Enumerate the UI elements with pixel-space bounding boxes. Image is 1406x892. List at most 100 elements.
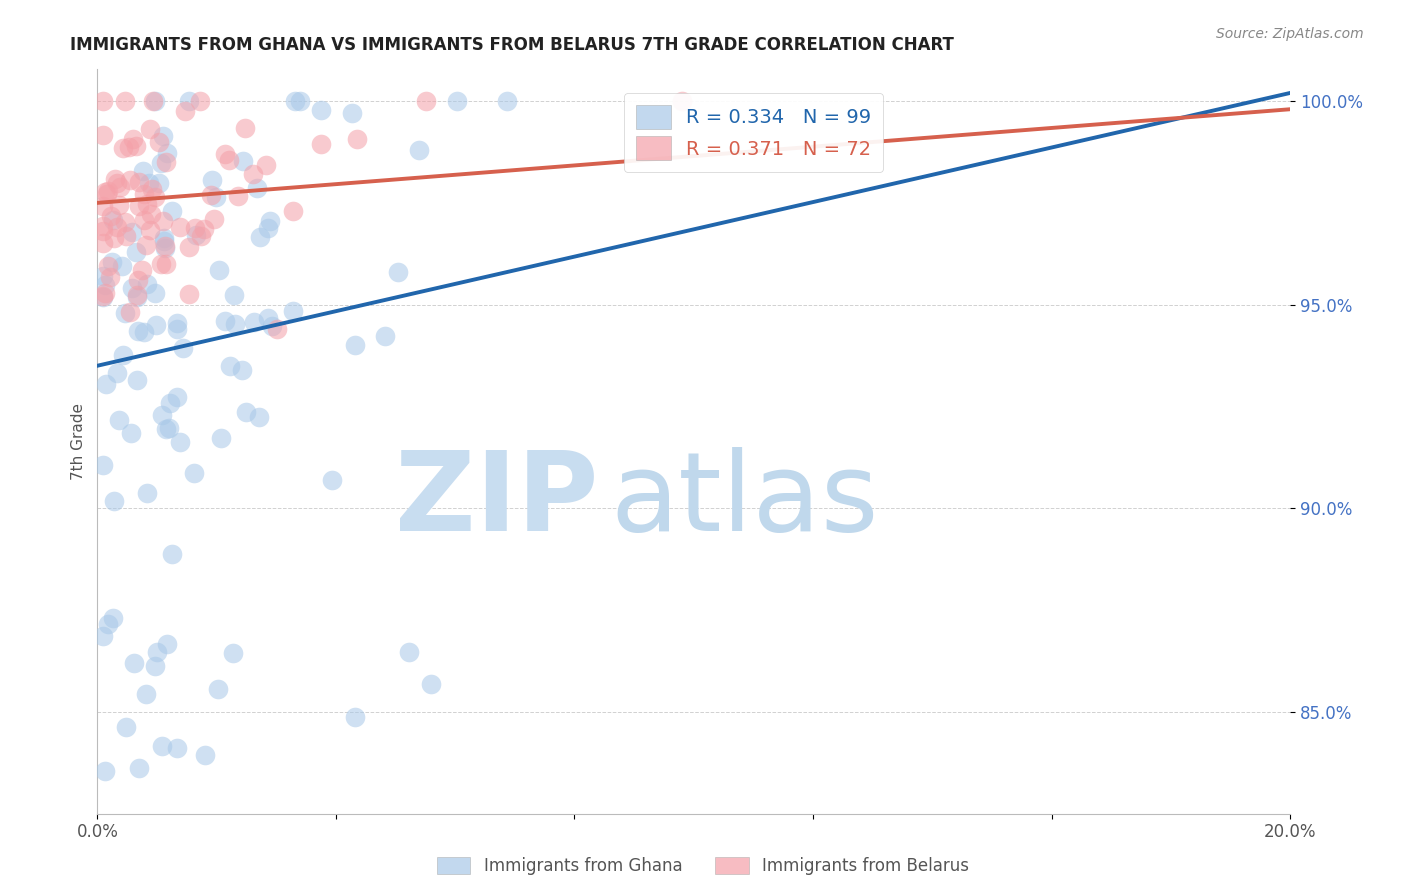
Point <box>309 136 332 151</box>
Point <box>98 270 121 285</box>
Point <box>153 231 176 245</box>
Point <box>179 287 201 301</box>
Point <box>94 185 117 199</box>
Point <box>155 155 177 169</box>
Point <box>202 211 225 226</box>
Point <box>143 286 166 301</box>
Point <box>91 269 114 284</box>
Point <box>257 311 280 326</box>
Point <box>91 290 114 304</box>
Point <box>233 120 256 135</box>
Point <box>166 740 188 755</box>
Point <box>103 230 125 244</box>
Point <box>112 348 135 362</box>
Point <box>246 181 269 195</box>
Text: IMMIGRANTS FROM GHANA VS IMMIGRANTS FROM BELARUS 7TH GRADE CORRELATION CHART: IMMIGRANTS FROM GHANA VS IMMIGRANTS FROM… <box>70 36 955 54</box>
Point <box>344 338 367 352</box>
Point <box>214 314 236 328</box>
Point <box>205 189 228 203</box>
Point <box>247 409 270 424</box>
Point <box>122 656 145 670</box>
Point <box>135 238 157 252</box>
Point <box>321 473 343 487</box>
Point <box>166 322 188 336</box>
Point <box>343 710 366 724</box>
Point <box>115 229 138 244</box>
Point <box>218 153 240 168</box>
Point <box>190 94 212 108</box>
Point <box>194 747 217 762</box>
Point <box>177 240 200 254</box>
Point <box>155 422 177 436</box>
Point <box>128 761 150 775</box>
Point <box>91 458 114 473</box>
Point <box>152 129 174 144</box>
Point <box>101 213 124 227</box>
Point <box>91 199 114 213</box>
Text: Source: ZipAtlas.com: Source: ZipAtlas.com <box>1216 27 1364 41</box>
Point <box>118 305 141 319</box>
Point <box>340 106 363 120</box>
Point <box>243 315 266 329</box>
Point <box>143 658 166 673</box>
Point <box>112 141 135 155</box>
Point <box>121 225 143 239</box>
Point <box>222 288 245 302</box>
Point <box>166 316 188 330</box>
Point <box>159 396 181 410</box>
Point <box>201 173 224 187</box>
Point <box>91 289 114 303</box>
Point <box>94 764 117 779</box>
Point <box>111 259 134 273</box>
Point <box>139 207 162 221</box>
Text: atlas: atlas <box>610 447 879 554</box>
Point <box>283 204 305 219</box>
Point <box>91 94 114 108</box>
Point <box>193 222 215 236</box>
Point <box>120 426 142 441</box>
Point <box>209 431 232 445</box>
Point <box>284 94 307 108</box>
Point <box>259 214 281 228</box>
Point <box>150 409 173 423</box>
Point <box>177 94 200 108</box>
Point <box>121 281 143 295</box>
Point <box>103 493 125 508</box>
Point <box>257 220 280 235</box>
Point <box>125 245 148 260</box>
Point <box>107 413 129 427</box>
Point <box>143 94 166 108</box>
Point <box>231 363 253 377</box>
Point <box>219 359 242 373</box>
Point <box>200 187 222 202</box>
Point <box>374 329 396 343</box>
Point <box>172 341 194 355</box>
Point <box>150 739 173 753</box>
Point <box>114 94 136 108</box>
Point <box>266 322 288 336</box>
Point <box>208 262 231 277</box>
Point <box>160 204 183 219</box>
Point <box>173 104 195 119</box>
Point <box>127 288 149 302</box>
Point <box>115 720 138 734</box>
Point <box>398 645 420 659</box>
Point <box>101 255 124 269</box>
Point <box>97 617 120 632</box>
Point <box>91 128 114 142</box>
Point <box>132 186 155 201</box>
Point <box>309 103 332 118</box>
Point <box>93 278 115 293</box>
Point <box>114 215 136 229</box>
Point <box>131 262 153 277</box>
Point <box>166 390 188 404</box>
Point <box>101 611 124 625</box>
Point <box>235 405 257 419</box>
Point <box>408 143 430 157</box>
Point <box>150 156 173 170</box>
Point <box>131 164 153 178</box>
Point <box>207 682 229 697</box>
Point <box>108 179 131 194</box>
Point <box>127 324 149 338</box>
Point <box>114 306 136 320</box>
